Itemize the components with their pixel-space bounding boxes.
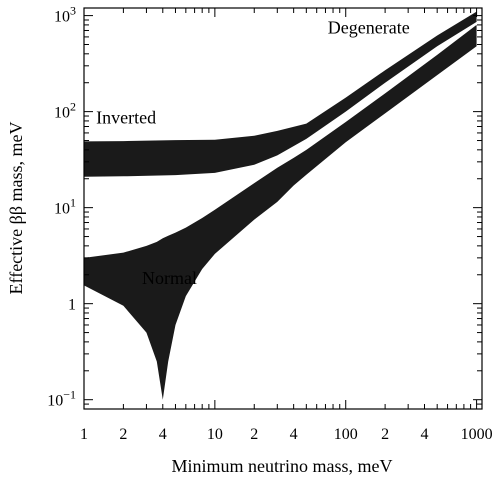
y-tick-label: 101 [54,196,76,218]
x-tick-label: 1 [80,426,88,443]
x-tick-label: 2 [119,426,127,443]
y-tick-label: 102 [54,100,76,122]
x-tick-label: 4 [290,426,298,443]
x-tick-label: 2 [381,426,389,443]
y-tick-label: 10−1 [47,388,76,410]
x-tick-label: 10 [207,426,223,443]
y-axis-title: Effective ββ mass, meV [6,122,26,295]
x-tick-label: 1000 [461,426,493,443]
y-tick-label: 1 [68,297,76,314]
x-tick-label: 100 [334,426,358,443]
plot-frame [83,7,483,410]
x-tick-label: 2 [250,426,258,443]
x-axis-ticks: 1 2 4 10 2 4 100 2 4 1000 [80,8,493,443]
annotation-label: Degenerate [328,18,410,38]
inverted-band [84,11,477,177]
annotation-label: Normal [142,268,197,288]
x-tick-label: 4 [421,426,429,443]
annotation-label: Inverted [96,108,156,128]
normal-band [84,24,477,400]
x-tick-label: 4 [159,426,167,443]
annotation-layer: Degenerate Inverted Normal [96,18,410,289]
y-tick-label: 103 [54,4,76,26]
x-axis-title: Minimum neutrino mass, meV [172,456,393,476]
band-layer [84,11,477,400]
